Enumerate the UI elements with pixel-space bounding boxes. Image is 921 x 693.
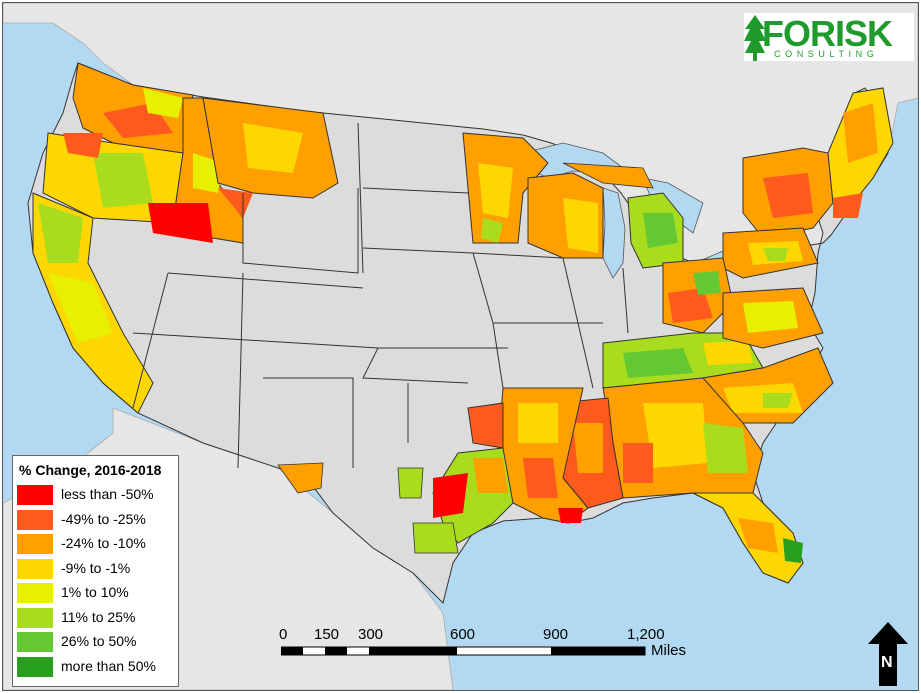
legend-swatch bbox=[17, 656, 53, 677]
state-borders bbox=[132, 122, 629, 469]
legend-label: more than 50% bbox=[61, 657, 156, 674]
scale-tick-0: 0 bbox=[279, 626, 288, 643]
scale-tick-600: 600 bbox=[450, 626, 476, 643]
scale-tick-900: 900 bbox=[543, 626, 569, 643]
legend-label: -9% to -1% bbox=[61, 559, 131, 576]
region-oklahoma-se bbox=[467, 402, 504, 449]
legend-label: less than -50% bbox=[61, 486, 154, 502]
legend-label: 26% to 50% bbox=[61, 633, 137, 649]
legend-swatch bbox=[17, 607, 53, 628]
forisk-logo: FORISK CONSULTING bbox=[744, 13, 914, 61]
legend-swatch bbox=[17, 485, 53, 505]
scale-unit: Miles bbox=[651, 642, 687, 659]
region-texas-south bbox=[412, 522, 459, 554]
legend-swatch bbox=[17, 534, 53, 554]
legend-label: 11% to 25% bbox=[61, 608, 136, 625]
legend-title: % Change, 2016-2018 bbox=[19, 462, 162, 478]
scale-bar bbox=[281, 646, 646, 656]
north-label: N bbox=[881, 654, 893, 671]
legend-label: 1% to 10% bbox=[61, 584, 129, 600]
tree-icon bbox=[744, 15, 766, 61]
legend-swatch bbox=[17, 632, 53, 652]
logo-subtitle: CONSULTING bbox=[774, 49, 879, 59]
legend-swatch bbox=[17, 583, 53, 603]
scale-tick-150: 150 bbox=[314, 626, 340, 643]
legend-label: -24% to -10% bbox=[61, 535, 146, 551]
scale-tick-1200: 1,200 bbox=[627, 626, 665, 643]
legend-swatch bbox=[17, 509, 53, 530]
region-texas-central bbox=[397, 467, 424, 499]
us-map bbox=[3, 3, 918, 690]
region-west-texas bbox=[277, 462, 324, 494]
scale-tick-300: 300 bbox=[358, 626, 384, 643]
legend: % Change, 2016-2018 less than -50% -49% t… bbox=[12, 455, 179, 687]
legend-label: -49% to -25% bbox=[61, 510, 146, 527]
legend-swatch bbox=[17, 558, 53, 579]
lake-michigan bbox=[602, 187, 626, 279]
north-arrow-icon bbox=[868, 622, 908, 686]
logo-wordmark: FORISK bbox=[762, 13, 893, 54]
